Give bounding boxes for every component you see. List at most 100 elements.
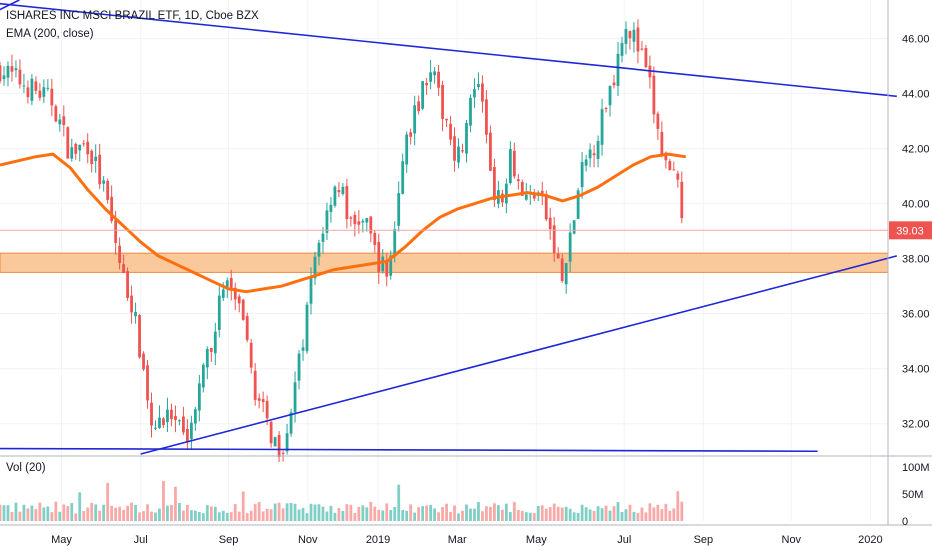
- candle-body: [130, 295, 133, 313]
- volume-bar: [401, 510, 405, 521]
- candle-body: [94, 156, 98, 161]
- candle-body: [341, 186, 345, 195]
- volume-bar: [301, 507, 305, 521]
- volume-bar: [353, 513, 357, 521]
- volume-bar: [433, 508, 436, 521]
- volume-bar: [365, 507, 369, 521]
- volume-bar: [193, 510, 197, 521]
- candle-body: [445, 118, 448, 121]
- volume-bar: [138, 512, 141, 521]
- volume-bar: [333, 512, 337, 521]
- volume-bar: [197, 512, 201, 521]
- candle-body: [612, 82, 616, 86]
- candle-body: [413, 105, 417, 134]
- volume-bar: [381, 510, 385, 521]
- volume-bar: [425, 505, 429, 521]
- volume-bar: [14, 502, 18, 521]
- candle-body: [568, 232, 572, 262]
- volume-bar: [592, 511, 596, 521]
- candle-body: [564, 263, 568, 285]
- volume-tick-label: 0: [902, 516, 908, 528]
- volume-bar: [142, 511, 145, 521]
- candle-body: [182, 416, 185, 433]
- volume-bar: [98, 510, 102, 521]
- candle-body: [604, 107, 608, 109]
- candle-body: [90, 150, 94, 164]
- candle-body: [580, 162, 584, 188]
- candle-body: [34, 81, 38, 91]
- volume-bar: [229, 512, 233, 521]
- candle-body: [293, 382, 297, 413]
- candle-body: [540, 190, 544, 194]
- x-tick-label: Nov: [298, 534, 318, 546]
- candle-body: [122, 264, 125, 273]
- volume-bar: [245, 513, 249, 521]
- support-zone-rect: [0, 252, 889, 273]
- candle-body: [297, 353, 301, 381]
- ema-line: [0, 152, 687, 294]
- candle-body: [449, 123, 452, 140]
- candle-body: [54, 106, 58, 122]
- volume-bar: [0, 504, 2, 521]
- candle-body: [281, 452, 285, 454]
- candle-body: [134, 312, 137, 317]
- candle-body: [170, 409, 173, 420]
- candle-body: [265, 400, 269, 419]
- volume-bar: [26, 508, 30, 521]
- candle-body: [632, 29, 636, 42]
- volume-bar: [441, 507, 444, 521]
- volume-bar: [409, 504, 413, 521]
- volume-bar: [660, 509, 664, 521]
- candle-body: [321, 233, 325, 242]
- volume-tick-label: 50M: [902, 489, 923, 501]
- candle-body: [365, 218, 369, 223]
- volume-bar: [536, 505, 540, 521]
- candle-body: [516, 179, 520, 182]
- volume-bar: [552, 503, 556, 521]
- volume-bar: [18, 511, 22, 521]
- volume-bar: [576, 512, 580, 521]
- volume-bar: [261, 511, 265, 521]
- volume-bar: [170, 504, 173, 521]
- support-zone: [0, 252, 889, 273]
- candle-body: [417, 101, 421, 112]
- candle-body: [86, 141, 90, 155]
- volume-bar: [457, 513, 460, 521]
- volume-bar: [269, 509, 273, 521]
- volume-bar: [329, 505, 333, 521]
- candle-body: [273, 437, 277, 447]
- volume-bar: [600, 508, 604, 521]
- volume-bar: [632, 511, 636, 521]
- volume-bar: [2, 505, 6, 521]
- candle-body: [201, 364, 205, 388]
- volume-bar: [22, 504, 26, 521]
- volume-bars: [0, 480, 684, 521]
- candle-body: [6, 65, 10, 78]
- candle-body: [102, 180, 106, 184]
- volume-bar: [520, 510, 524, 521]
- candle-body: [361, 220, 365, 223]
- symbol-title: ISHARES INC MSCI BRAZIL ETF, 1D, Cboe BZ…: [6, 10, 259, 22]
- candle-body: [193, 409, 197, 424]
- candle-body: [373, 232, 377, 245]
- volume-bar: [345, 504, 349, 521]
- volume-bar: [385, 503, 389, 521]
- volume-bar: [241, 491, 245, 521]
- volume-bar: [397, 484, 401, 521]
- candle-body: [652, 75, 656, 115]
- candle-body: [142, 353, 145, 370]
- volume-bar: [524, 512, 528, 521]
- candle-body: [333, 186, 337, 206]
- candle-body: [644, 48, 648, 68]
- volume-bar: [481, 511, 484, 521]
- candle-body: [138, 315, 141, 358]
- candle-body: [22, 85, 26, 87]
- candle-body: [504, 183, 508, 204]
- candle-body: [110, 196, 114, 221]
- volume-bar: [664, 503, 668, 521]
- candle-body: [98, 154, 102, 185]
- volume-bar: [389, 510, 393, 521]
- volume-bar: [461, 510, 464, 521]
- volume-bar: [421, 506, 425, 521]
